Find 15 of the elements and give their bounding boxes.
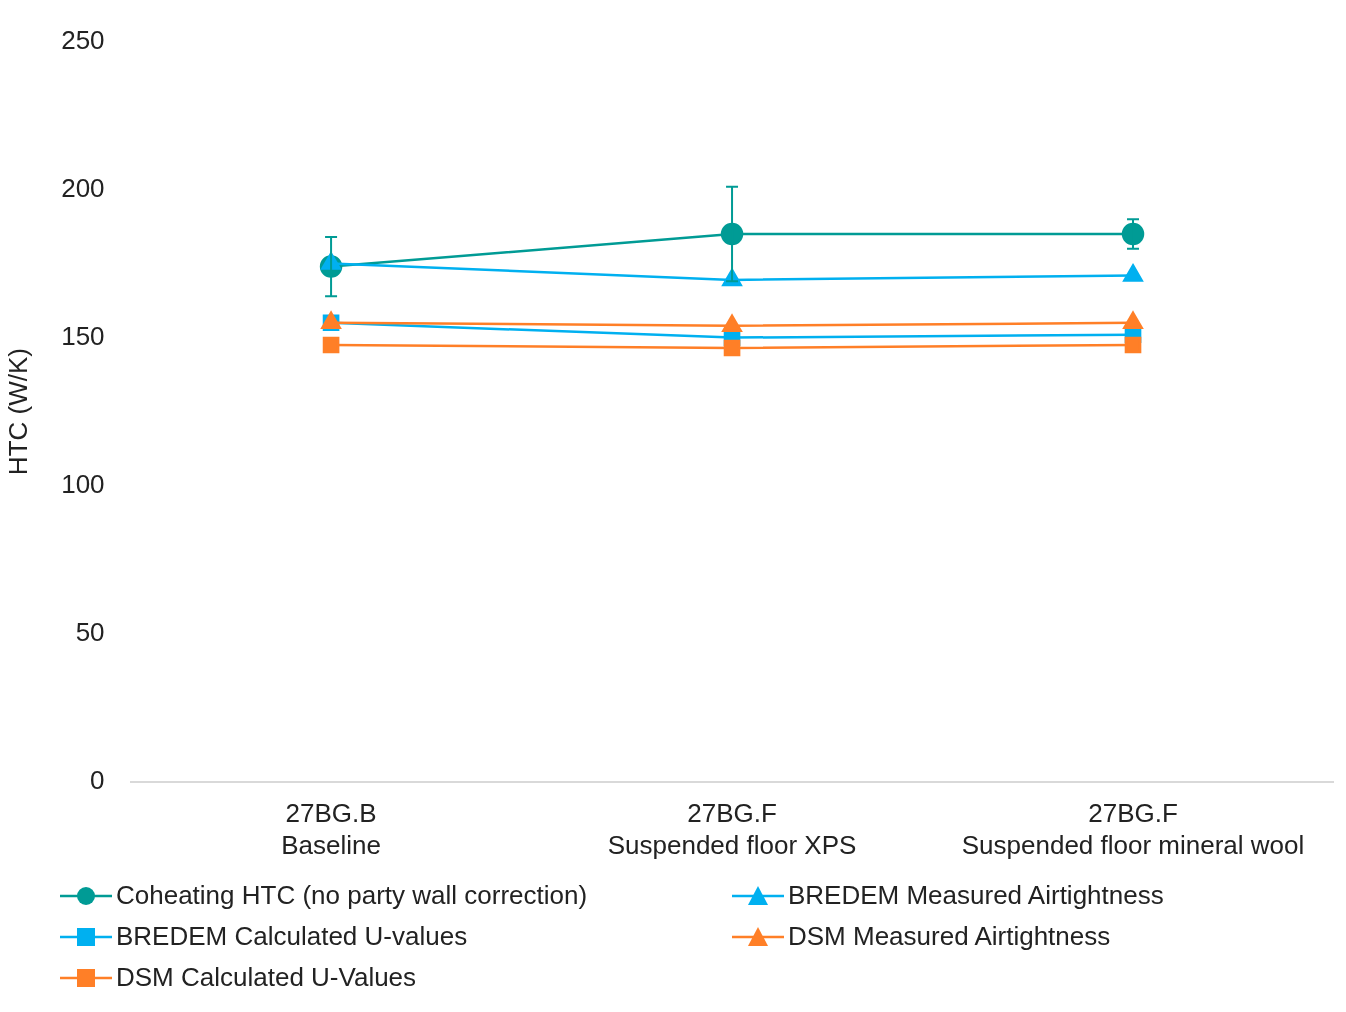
- legend-label: DSM Calculated U-Values: [116, 962, 417, 993]
- y-tick-label: 200: [61, 172, 105, 203]
- legend-label: Coheating HTC (no party wall correction): [116, 880, 588, 911]
- y-tick-label: 150: [61, 320, 105, 351]
- y-tick-label: 250: [61, 24, 105, 55]
- x-tick-label: 27BG.F Suspended floor XPS: [607, 798, 857, 860]
- x-tick-label: 27BG.F Suspended floor mineral wool: [961, 798, 1305, 860]
- y-tick-label: 100: [61, 468, 105, 499]
- y-tick-label: 0: [90, 764, 105, 795]
- y-axis-title: HTC (W/K): [2, 348, 33, 476]
- legend-label: BREDEM Calculated U-values: [116, 921, 468, 952]
- x-tick-label: 27BG.B Baseline: [281, 798, 381, 860]
- legend-label: DSM Measured Airtightness: [788, 921, 1111, 952]
- y-tick-label: 50: [75, 616, 105, 647]
- legend-label: BREDEM Measured Airtightness: [788, 880, 1164, 911]
